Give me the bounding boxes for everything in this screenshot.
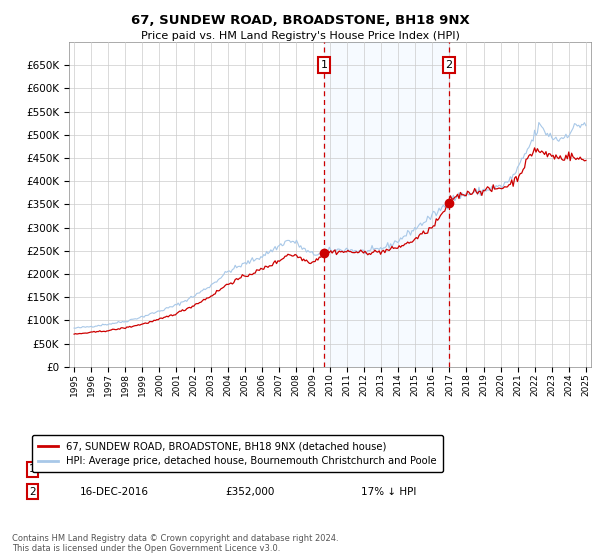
Text: Price paid vs. HM Land Registry's House Price Index (HPI): Price paid vs. HM Land Registry's House … xyxy=(140,31,460,41)
Text: 1: 1 xyxy=(29,464,36,474)
Text: 2: 2 xyxy=(445,60,452,70)
Text: 17% ↓ HPI: 17% ↓ HPI xyxy=(361,487,416,497)
Text: 2: 2 xyxy=(29,487,36,497)
Text: 1: 1 xyxy=(320,60,328,70)
Text: 16% ↓ HPI: 16% ↓ HPI xyxy=(361,464,416,474)
Text: Contains HM Land Registry data © Crown copyright and database right 2024.
This d: Contains HM Land Registry data © Crown c… xyxy=(12,534,338,553)
Text: 28-AUG-2009: 28-AUG-2009 xyxy=(79,464,149,474)
Text: £245,000: £245,000 xyxy=(226,464,275,474)
Text: 67, SUNDEW ROAD, BROADSTONE, BH18 9NX: 67, SUNDEW ROAD, BROADSTONE, BH18 9NX xyxy=(131,14,469,27)
Bar xyxy=(324,42,449,367)
Text: 16-DEC-2016: 16-DEC-2016 xyxy=(79,487,148,497)
Text: £352,000: £352,000 xyxy=(226,487,275,497)
Legend: 67, SUNDEW ROAD, BROADSTONE, BH18 9NX (detached house), HPI: Average price, deta: 67, SUNDEW ROAD, BROADSTONE, BH18 9NX (d… xyxy=(32,435,443,472)
